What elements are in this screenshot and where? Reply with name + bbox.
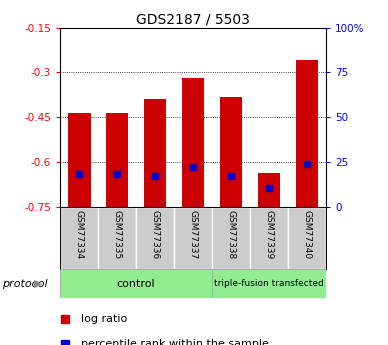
- Text: protocol: protocol: [2, 279, 48, 289]
- Bar: [250, 207, 288, 269]
- Text: GSM77334: GSM77334: [74, 210, 84, 259]
- Text: GSM77335: GSM77335: [113, 210, 121, 259]
- Bar: [144, 99, 166, 207]
- Bar: [212, 207, 250, 269]
- Title: GDS2187 / 5503: GDS2187 / 5503: [136, 12, 250, 27]
- Text: GSM77336: GSM77336: [151, 210, 159, 259]
- Text: triple-fusion transfected: triple-fusion transfected: [214, 279, 324, 288]
- Bar: [60, 269, 212, 298]
- Bar: [220, 97, 242, 207]
- Bar: [106, 113, 128, 207]
- Bar: [174, 207, 212, 269]
- Bar: [60, 207, 98, 269]
- Bar: [212, 269, 326, 298]
- Bar: [258, 173, 281, 207]
- Bar: [98, 207, 136, 269]
- Text: percentile rank within the sample: percentile rank within the sample: [81, 339, 269, 345]
- Text: GSM77337: GSM77337: [189, 210, 197, 259]
- Bar: [296, 60, 318, 207]
- Text: ▶: ▶: [34, 279, 43, 289]
- Bar: [288, 207, 326, 269]
- Text: GSM77338: GSM77338: [227, 210, 236, 259]
- Text: log ratio: log ratio: [81, 314, 128, 324]
- Bar: [68, 113, 90, 207]
- Text: GSM77340: GSM77340: [302, 210, 312, 259]
- Text: control: control: [117, 279, 155, 289]
- Bar: [136, 207, 174, 269]
- Bar: [182, 78, 204, 207]
- Text: GSM77339: GSM77339: [265, 210, 274, 259]
